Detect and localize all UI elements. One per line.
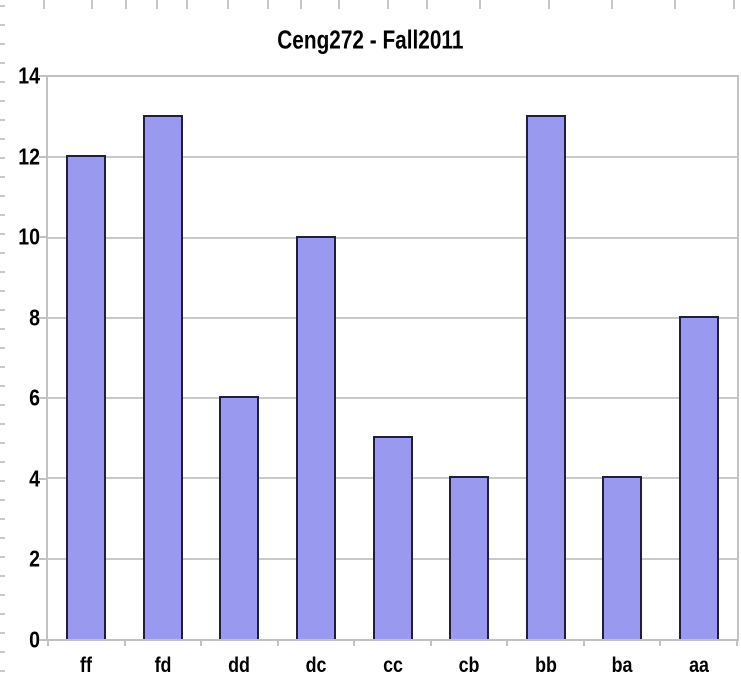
y-axis-tick-10 bbox=[39, 236, 47, 239]
y-axis-tick-2 bbox=[39, 558, 47, 561]
y-axis-tick-6 bbox=[39, 397, 47, 400]
x-tick-label-aa: aa bbox=[688, 654, 709, 677]
x-tick-label-dc: dc bbox=[305, 654, 327, 677]
x-axis-tick-9 bbox=[736, 641, 738, 646]
column-tick-6 bbox=[267, 0, 269, 9]
y-tick-label-4: 4 bbox=[29, 465, 40, 492]
bar-layer bbox=[48, 77, 737, 639]
spreadsheet-row-gridline-ticks bbox=[0, 5, 5, 683]
x-tick-label-fd: fd bbox=[154, 654, 172, 677]
bar-aa bbox=[678, 315, 719, 639]
y-tick-label-6: 6 bbox=[29, 384, 40, 411]
x-tick-label-ba: ba bbox=[611, 654, 633, 677]
y-tick-label-0: 0 bbox=[29, 626, 40, 653]
column-tick-4 bbox=[186, 0, 188, 9]
plot-area bbox=[46, 75, 739, 641]
bar-ba bbox=[602, 476, 643, 639]
y-axis-tick-4 bbox=[39, 477, 47, 480]
bar-cb bbox=[449, 476, 490, 639]
bar-cc bbox=[372, 436, 413, 639]
x-tick-label-cc: cc bbox=[382, 654, 403, 677]
y-axis-tick-12 bbox=[39, 155, 47, 158]
gridline-8 bbox=[48, 316, 737, 319]
column-tick-13 bbox=[611, 0, 613, 9]
gridline-12 bbox=[48, 156, 737, 159]
x-axis-tick-0 bbox=[47, 641, 49, 646]
column-tick-14 bbox=[674, 0, 676, 9]
bar-fd bbox=[142, 115, 183, 639]
column-tick-15 bbox=[733, 0, 735, 9]
x-axis-tick-2 bbox=[200, 641, 203, 646]
x-axis-tick-3 bbox=[276, 641, 279, 646]
chart-title-text: Ceng272 - Fall2011 bbox=[277, 24, 464, 55]
spreadsheet-column-gridline-ticks bbox=[0, 0, 741, 9]
bar-dc bbox=[295, 235, 336, 639]
column-tick-10 bbox=[426, 0, 428, 9]
gridline-6 bbox=[48, 397, 737, 400]
x-axis-tick-1 bbox=[123, 641, 126, 646]
column-tick-0 bbox=[43, 0, 45, 9]
y-axis-tick-0 bbox=[39, 639, 47, 641]
bar-bb bbox=[525, 115, 566, 639]
y-tick-label-10: 10 bbox=[18, 223, 40, 250]
x-tick-label-cb: cb bbox=[458, 654, 480, 677]
column-tick-3 bbox=[156, 0, 158, 9]
y-tick-label-8: 8 bbox=[29, 304, 40, 331]
column-tick-1 bbox=[91, 0, 93, 9]
bar-ff bbox=[66, 155, 107, 639]
x-axis-tick-5 bbox=[429, 641, 432, 646]
x-tick-label-ff: ff bbox=[80, 654, 93, 677]
x-tick-label-bb: bb bbox=[534, 654, 557, 677]
x-axis-tick-6 bbox=[506, 641, 509, 646]
x-tick-label-dd: dd bbox=[228, 654, 251, 677]
x-axis-tick-8 bbox=[659, 641, 662, 646]
y-axis-tick-8 bbox=[39, 316, 47, 319]
column-tick-5 bbox=[227, 0, 229, 9]
y-axis-tick-14 bbox=[39, 75, 47, 77]
y-tick-label-14: 14 bbox=[18, 62, 40, 89]
y-tick-label-12: 12 bbox=[18, 143, 40, 170]
chart-title: Ceng272 - Fall2011 bbox=[0, 25, 741, 56]
x-axis-tick-4 bbox=[353, 641, 356, 646]
column-tick-12 bbox=[548, 0, 550, 9]
bar-dd bbox=[219, 396, 260, 639]
column-tick-2 bbox=[125, 0, 127, 9]
y-tick-label-2: 2 bbox=[29, 545, 40, 572]
column-tick-9 bbox=[387, 0, 389, 9]
x-axis-tick-7 bbox=[582, 641, 585, 646]
column-tick-11 bbox=[479, 0, 481, 9]
column-tick-7 bbox=[300, 0, 302, 9]
column-tick-8 bbox=[338, 0, 340, 9]
gridline-10 bbox=[48, 236, 737, 239]
